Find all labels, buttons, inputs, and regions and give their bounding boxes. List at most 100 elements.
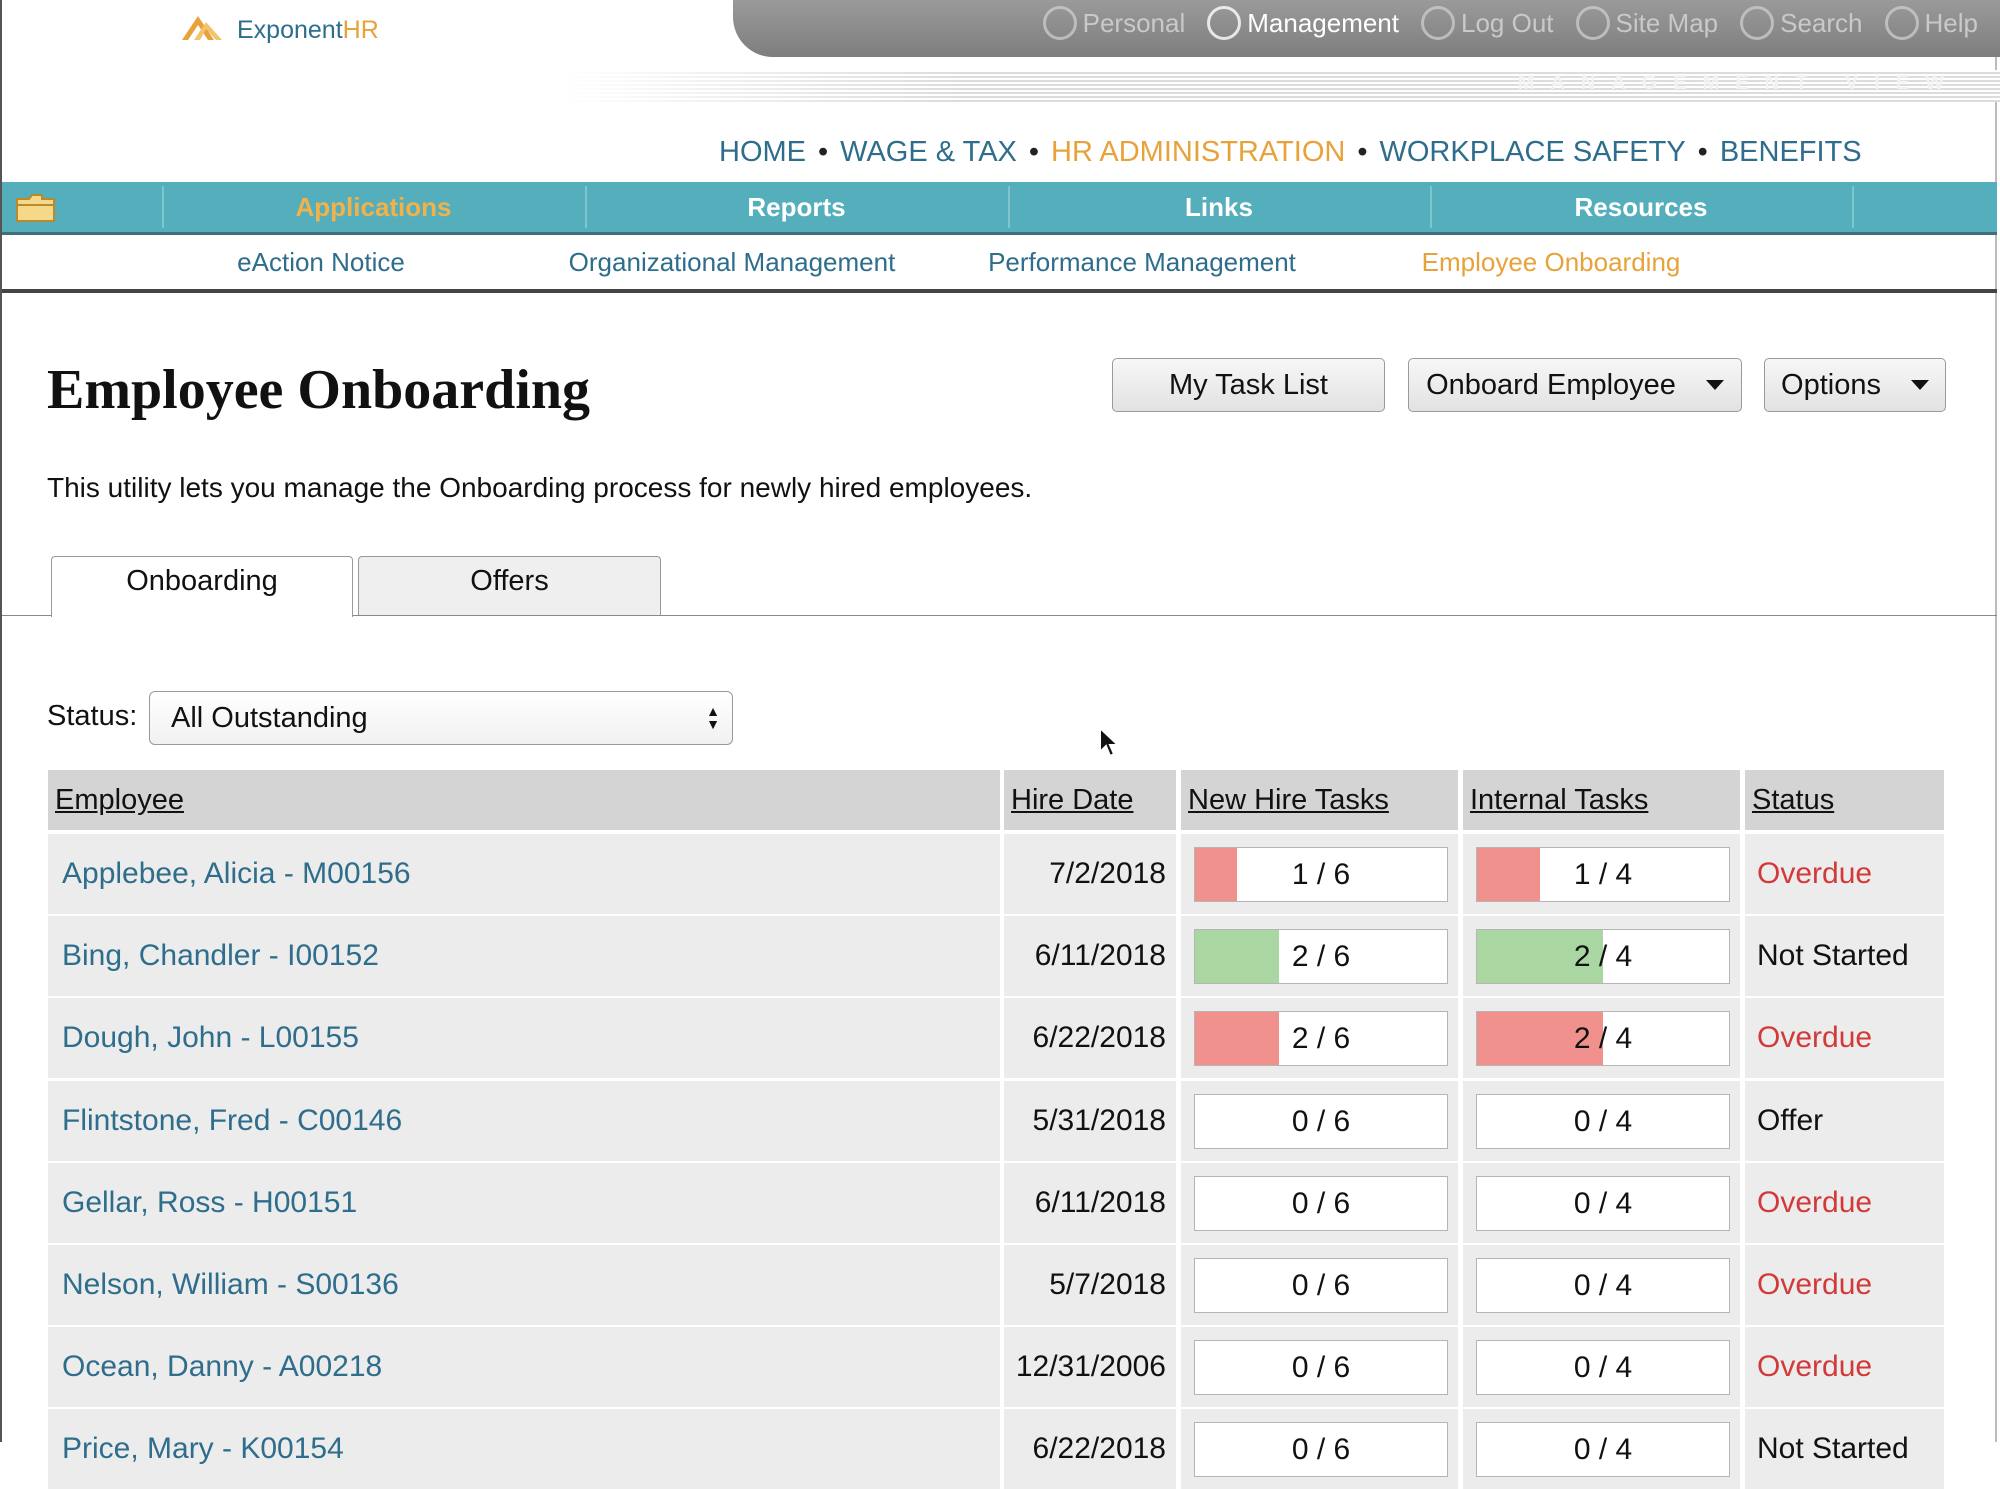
- top-link-icon: [1575, 6, 1610, 40]
- top-link[interactable]: Help: [1884, 6, 1978, 40]
- top-link-text: Site Map: [1615, 7, 1719, 38]
- button[interactable]: Onboard Employee: [1408, 358, 1742, 412]
- button-label: Options: [1781, 368, 1881, 401]
- menu-separator: [1430, 186, 1432, 228]
- menu-separator: [1008, 186, 1010, 228]
- task-cell: 0 / 6: [1181, 1162, 1458, 1243]
- status: Overdue: [1745, 1327, 1944, 1408]
- progress-text: 0 / 6: [1291, 1186, 1351, 1220]
- status: Overdue: [1745, 1162, 1944, 1243]
- menu-item[interactable]: Reports: [747, 192, 846, 222]
- progress-bar: 2 / 6: [1194, 929, 1448, 985]
- top-link[interactable]: Management: [1207, 6, 1399, 40]
- nav-separator: •: [1697, 136, 1708, 168]
- nav-link[interactable]: WORKPLACE SAFETY: [1379, 136, 1686, 168]
- menu-separator: [1852, 186, 1854, 228]
- employee-link[interactable]: Bing, Chandler - I00152: [48, 916, 1000, 997]
- cursor: [1099, 726, 1120, 758]
- column-header[interactable]: Status: [1745, 770, 1944, 830]
- progress-text: 0 / 4: [1573, 1351, 1633, 1385]
- progress-bar: 0 / 4: [1476, 1258, 1730, 1313]
- column-header[interactable]: Hire Date: [1004, 770, 1176, 830]
- task-cell: 2 / 6: [1181, 916, 1458, 997]
- column-header[interactable]: Employee: [48, 770, 1000, 830]
- task-cell: 0 / 6: [1181, 1080, 1458, 1161]
- progress-fill: [1195, 848, 1237, 901]
- folder-icon: [16, 194, 55, 222]
- nav-link[interactable]: HOME: [719, 136, 806, 168]
- progress-bar: 1 / 6: [1194, 847, 1448, 902]
- submenu-item[interactable]: eAction Notice: [237, 247, 405, 277]
- task-cell: 0 / 4: [1463, 1162, 1740, 1243]
- nav-separator: •: [1357, 136, 1368, 168]
- progress-bar: 2 / 4: [1476, 1011, 1730, 1067]
- top-link-icon: [1042, 6, 1077, 40]
- filter-label: Status:: [47, 700, 138, 732]
- hire-date: 12/31/2006: [1004, 1327, 1176, 1408]
- employee-link[interactable]: Ocean, Danny - A00218: [48, 1327, 1000, 1408]
- submenu-item[interactable]: Employee Onboarding: [1421, 247, 1681, 277]
- employee-link[interactable]: Gellar, Ross - H00151: [48, 1162, 1000, 1243]
- button-label: My Task List: [1168, 368, 1328, 401]
- nav-link[interactable]: WAGE & TAX: [840, 136, 1017, 168]
- employee-link[interactable]: Dough, John - L00155: [48, 998, 1000, 1079]
- menu-bar: Applications Reports Links Resources: [2, 182, 1997, 235]
- top-link[interactable]: Site Map: [1575, 6, 1719, 40]
- employee-link[interactable]: Price, Mary - K00154: [48, 1409, 1000, 1489]
- top-link-icon: [1421, 6, 1455, 40]
- nav-link[interactable]: BENEFITS: [1719, 136, 1862, 168]
- page-title: Employee Onboarding: [47, 359, 590, 421]
- menu-item[interactable]: Links: [1185, 192, 1253, 222]
- logo-mark: [182, 16, 222, 40]
- progress-fill: [1195, 930, 1279, 984]
- progress-fill: [1477, 930, 1603, 984]
- status-select[interactable]: All Outstanding ▲ ▼: [149, 691, 733, 745]
- employee-link[interactable]: Nelson, William - S00136: [48, 1245, 1000, 1325]
- main-nav: HOME • WAGE & TAX • HR ADMINISTRATION • WORKPL…: [719, 136, 1862, 169]
- logo: ExponentHR: [237, 16, 379, 45]
- progress-text: 0 / 4: [1573, 1269, 1633, 1302]
- column-header[interactable]: New Hire Tasks: [1181, 770, 1458, 830]
- progress-fill: [1477, 1012, 1603, 1066]
- column-header[interactable]: Internal Tasks: [1463, 770, 1740, 830]
- task-cell: 0 / 6: [1181, 1409, 1458, 1489]
- progress-bar: 0 / 6: [1194, 1093, 1448, 1149]
- progress-text: 2 / 4: [1573, 1022, 1633, 1056]
- submenu-item[interactable]: Performance Management: [988, 247, 1296, 277]
- top-link-text: Management: [1247, 7, 1399, 38]
- progress-text: 0 / 6: [1291, 1433, 1351, 1467]
- top-link[interactable]: Personal: [1042, 6, 1185, 40]
- status: Overdue: [1745, 1245, 1944, 1325]
- menu-item[interactable]: Resources: [1574, 192, 1708, 222]
- nav-link[interactable]: HR ADMINISTRATION: [1051, 136, 1346, 168]
- logo-text: HR: [342, 16, 379, 44]
- window-frame: [0, 0, 1997, 1442]
- employee-link[interactable]: Applebee, Alicia - M00156: [48, 834, 1000, 914]
- sub-menu: eAction Notice Organizational Management P…: [2, 235, 1997, 293]
- tab[interactable]: Offers: [358, 556, 661, 616]
- hire-date: 5/7/2018: [1004, 1245, 1176, 1325]
- tab[interactable]: Onboarding: [51, 556, 353, 617]
- task-cell: 0 / 6: [1181, 1245, 1458, 1325]
- top-bar: [733, 0, 2000, 57]
- page-description: This utility lets you manage the Onboard…: [47, 472, 1033, 503]
- button[interactable]: My Task List: [1112, 358, 1385, 412]
- submenu-item[interactable]: Organizational Management: [568, 247, 896, 277]
- employee-link[interactable]: Flintstone, Fred - C00146: [48, 1080, 1000, 1161]
- top-link-icon: [1884, 6, 1919, 40]
- hire-date: 6/11/2018: [1004, 1162, 1176, 1243]
- progress-bar: 2 / 6: [1194, 1011, 1448, 1067]
- hire-date: 6/11/2018: [1004, 916, 1176, 997]
- status: Overdue: [1745, 834, 1944, 914]
- tab-line: [2, 615, 1997, 616]
- nav-separator: •: [818, 136, 829, 168]
- button[interactable]: Options: [1764, 358, 1946, 412]
- top-link[interactable]: Log Out: [1421, 6, 1554, 40]
- task-cell: 0 / 6: [1181, 1327, 1458, 1408]
- task-cell: 0 / 4: [1463, 1245, 1740, 1325]
- menu-item[interactable]: Applications: [295, 192, 452, 222]
- top-link[interactable]: Search: [1740, 6, 1863, 40]
- task-cell: 2 / 4: [1463, 916, 1740, 997]
- logo-text: Exponent: [237, 16, 343, 44]
